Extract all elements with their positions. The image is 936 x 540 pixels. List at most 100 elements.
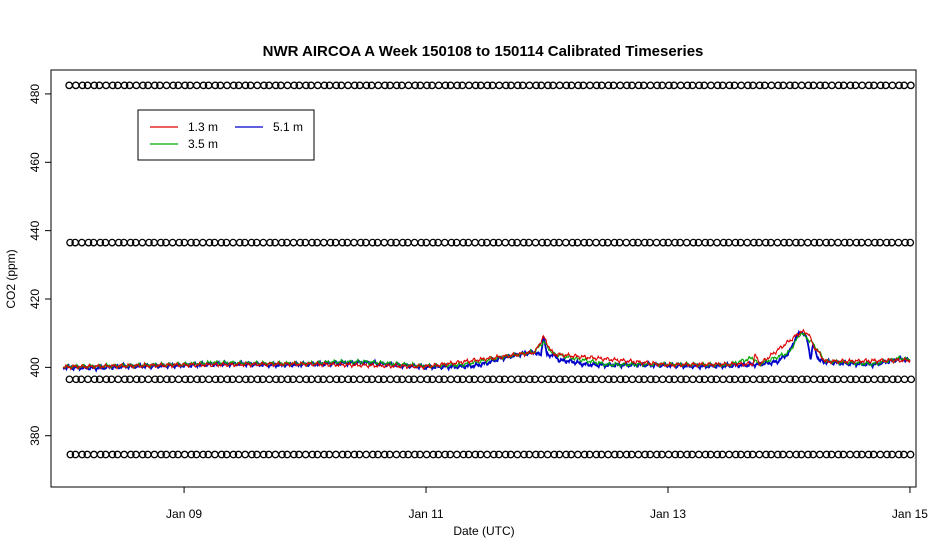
calibration-marker xyxy=(78,81,87,90)
calibration-marker xyxy=(247,450,256,459)
calibration-marker xyxy=(641,450,649,459)
calibration-marker xyxy=(453,81,462,90)
calibration-marker xyxy=(719,238,728,247)
calibration-marker xyxy=(658,375,667,384)
calibration-marker xyxy=(138,238,147,247)
calibration-marker xyxy=(65,81,73,90)
calibration-marker xyxy=(665,81,673,90)
calibration-marker xyxy=(139,81,147,90)
calibration-marker xyxy=(290,450,298,459)
x-tick-label-3: Jan 15 xyxy=(892,507,928,521)
calibration-marker xyxy=(84,375,92,384)
calibration-marker xyxy=(877,375,885,384)
calibration-marker xyxy=(749,375,758,384)
calibration-marker xyxy=(531,238,540,247)
calibration-marker xyxy=(362,450,371,459)
calibration-marker xyxy=(223,375,232,384)
calibration-marker xyxy=(241,450,250,459)
calibration-marker xyxy=(713,450,722,459)
calibration-marker xyxy=(622,238,631,247)
calibration-marker xyxy=(622,450,631,459)
calibration-marker xyxy=(429,238,437,247)
calibration-marker xyxy=(96,450,105,459)
calibration-marker xyxy=(157,450,165,459)
calibration-marker xyxy=(894,238,903,247)
legend-box xyxy=(137,109,315,161)
calibration-marker xyxy=(586,375,595,384)
calibration-marker xyxy=(295,375,304,384)
calibration-marker xyxy=(743,450,752,459)
calibration-marker xyxy=(180,450,189,459)
x-tick-label-2: Jan 13 xyxy=(650,507,686,521)
calibration-marker xyxy=(362,375,371,384)
calibration-marker xyxy=(126,450,135,459)
calibration-marker xyxy=(283,375,292,384)
y-tick-label-2: 420 xyxy=(28,289,42,309)
legend-label-1: 3.5 m xyxy=(188,137,218,151)
calibration-marker xyxy=(253,375,262,384)
calibration-marker xyxy=(683,450,691,459)
calibration-marker xyxy=(169,81,178,90)
calibration-marker xyxy=(471,238,479,247)
calibration-marker xyxy=(779,375,788,384)
calibration-marker xyxy=(96,238,105,247)
calibration-marker xyxy=(840,238,849,247)
calibration-marker xyxy=(537,375,546,384)
calibration-marker xyxy=(386,375,395,384)
calibration-marker xyxy=(852,238,861,247)
calibration-marker xyxy=(447,238,456,247)
calibration-marker xyxy=(858,375,867,384)
series-line-1-3-m xyxy=(62,328,911,371)
calibration-marker xyxy=(858,81,867,90)
calibration-marker xyxy=(404,375,413,384)
calibration-marker xyxy=(169,450,177,459)
calibration-marker xyxy=(477,375,485,384)
calibration-marker xyxy=(350,81,359,90)
calibration-marker xyxy=(695,81,703,90)
calibration-marker xyxy=(404,81,413,90)
calibration-marker xyxy=(555,81,564,90)
calibration-marker xyxy=(871,238,879,247)
calibration-marker xyxy=(502,81,510,90)
calibration-marker xyxy=(907,81,915,90)
calibration-marker xyxy=(302,375,311,384)
calibration-marker xyxy=(888,375,897,384)
calibration-marker xyxy=(483,375,492,384)
calibration-marker xyxy=(525,375,534,384)
calibration-marker xyxy=(906,450,915,459)
calibration-marker xyxy=(543,450,552,459)
calibration-marker xyxy=(229,81,238,90)
calibration-marker xyxy=(767,375,776,384)
calibration-marker xyxy=(574,450,582,459)
calibration-marker xyxy=(556,375,564,384)
calibration-marker xyxy=(392,81,401,90)
calibration-marker xyxy=(332,81,341,90)
calibration-marker xyxy=(205,238,214,247)
calibration-marker xyxy=(804,81,813,90)
calibration-marker xyxy=(532,81,540,90)
calibration-marker xyxy=(368,238,377,247)
calibration-marker xyxy=(683,81,692,90)
calibration-marker xyxy=(707,375,716,384)
calibration-marker xyxy=(822,450,831,459)
calibration-marker xyxy=(792,238,800,247)
calibration-marker xyxy=(725,375,734,384)
calibration-marker xyxy=(870,375,879,384)
calibration-marker xyxy=(344,81,352,90)
calibration-marker xyxy=(416,375,425,384)
calibration-marker xyxy=(803,238,812,247)
calibration-marker xyxy=(205,375,213,384)
calibration-marker xyxy=(592,450,601,459)
calibration-marker xyxy=(320,450,328,459)
calibration-marker xyxy=(834,81,843,90)
calibration-marker xyxy=(786,375,795,384)
calibration-marker xyxy=(356,238,365,247)
calibration-marker xyxy=(755,450,764,459)
calibration-marker xyxy=(737,81,746,90)
calibration-marker xyxy=(314,375,322,384)
calibration-marker xyxy=(671,450,680,459)
calibration-marker xyxy=(168,238,177,247)
calibration-marker xyxy=(580,450,589,459)
calibration-marker xyxy=(489,450,498,459)
calibration-marker xyxy=(435,375,443,384)
